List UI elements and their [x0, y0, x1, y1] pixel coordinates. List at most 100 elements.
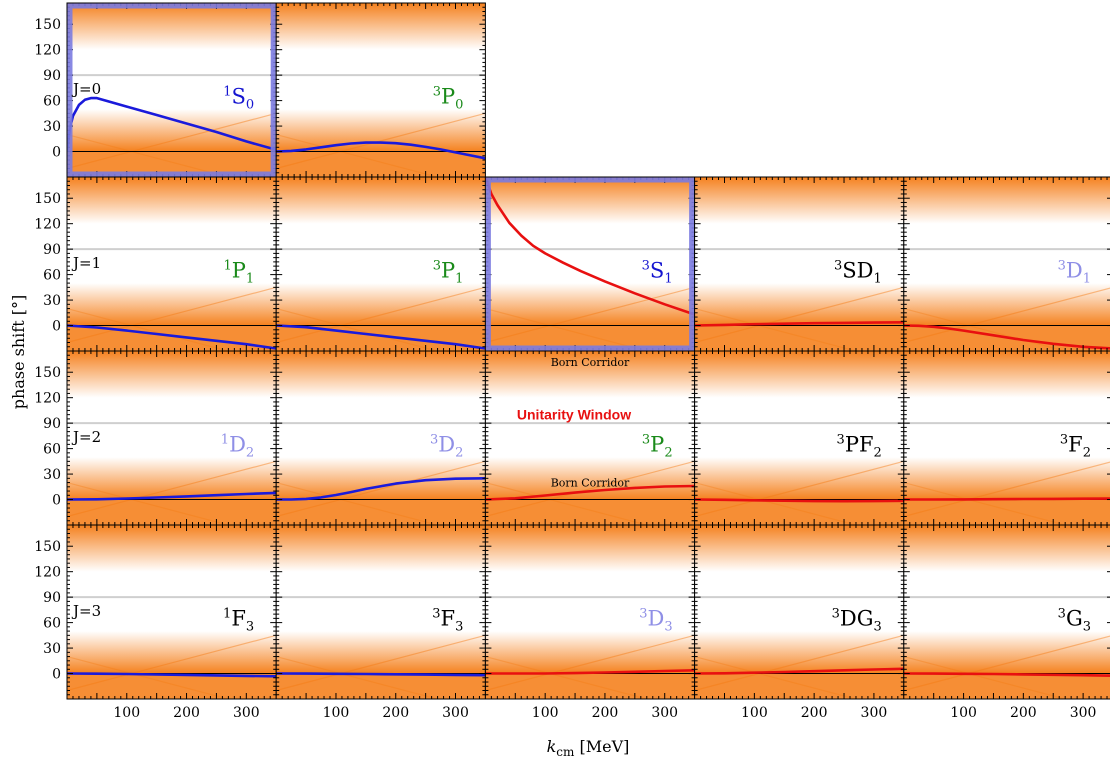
wave-label-main: P	[650, 433, 664, 457]
phase-curve	[276, 324, 486, 350]
y-tick-label: 60	[43, 616, 61, 632]
y-tick-label: 150	[34, 191, 61, 207]
wave-label-sup: 3	[433, 259, 441, 274]
y-tick-label: 0	[52, 319, 61, 335]
panel-1D2: 1D2 J=2	[66, 350, 277, 526]
phase-curve	[694, 321, 904, 327]
wave-label-main: P	[441, 85, 455, 109]
band-streak	[903, 461, 1110, 518]
panel-content	[67, 3, 277, 177]
band-streak	[485, 481, 649, 525]
wave-label-main: SD	[842, 259, 873, 283]
j-label: J=1	[71, 254, 101, 272]
panel-ticks	[67, 177, 277, 351]
wave-label: 3P2	[642, 433, 673, 461]
panel-content	[694, 351, 904, 525]
wave-label: 3SD1	[834, 259, 882, 287]
panel-ticks	[276, 525, 486, 699]
y-tick-label: 60	[43, 442, 61, 458]
x-tick-label: 300	[651, 705, 678, 721]
wave-label-sup: 3	[832, 607, 840, 622]
x-tick-label: 200	[382, 705, 409, 721]
wave-label-sup: 3	[432, 607, 440, 622]
wave-label-sup: 3	[1060, 433, 1068, 448]
panel-content	[276, 351, 486, 525]
upper-band	[276, 3, 486, 50]
panel-3P0: 3P0	[275, 2, 486, 178]
panel-3F3: 3F3	[275, 524, 486, 700]
wave-label: 1F3	[223, 607, 254, 635]
phase-curve	[485, 484, 695, 501]
wave-label-main: F	[1068, 433, 1083, 457]
phase-curve	[903, 324, 1110, 350]
y-tick-label: 30	[43, 467, 61, 483]
wave-label-main: F	[231, 607, 246, 631]
wave-label-sup: 3	[642, 259, 650, 274]
wave-label-main: P	[232, 259, 246, 283]
lower-band-fill	[903, 673, 1110, 699]
band-streak	[276, 634, 486, 692]
annotations-layer: Born Corridor Unitarity Window Born Corrid…	[517, 356, 631, 490]
panel-3F2: 3F2	[903, 350, 1110, 526]
wave-label: 3PF2	[837, 433, 882, 461]
x-tick-label: 200	[173, 705, 200, 721]
wave-label-sub: 3	[874, 620, 882, 635]
x-axis-title-sub: cm	[556, 745, 575, 759]
lower-band-fill	[67, 325, 277, 351]
panel-1F3: 1F3 J=3	[66, 524, 277, 700]
lower-band-fill	[276, 325, 486, 351]
panel-ticks	[903, 351, 1110, 525]
y-tick-label: 90	[43, 68, 61, 84]
wave-label-sup: 3	[430, 433, 438, 448]
wave-label-sup: 3	[642, 433, 650, 448]
panel-content	[694, 177, 904, 351]
born-corridor-bottom-label: Born Corridor	[551, 477, 630, 490]
highlight-frame	[67, 3, 276, 177]
wave-label: 3DG3	[832, 607, 882, 635]
band-streak	[67, 655, 231, 699]
panel-3S1: 3S1	[484, 176, 696, 352]
lower-band	[276, 283, 486, 326]
wave-label-main: P	[441, 259, 455, 283]
upper-band	[694, 525, 904, 572]
wave-label: 3S1	[642, 259, 673, 287]
highlight-frame	[485, 177, 695, 351]
y-tick-label: 120	[34, 43, 61, 59]
wave-label-sup: 1	[221, 433, 229, 448]
wave-label-main: S	[650, 259, 664, 283]
x-tick-label: 100	[950, 705, 977, 721]
born-corridor-top-label: Born Corridor	[551, 356, 630, 369]
phase-curve	[67, 324, 277, 350]
y-tick-label: 0	[52, 667, 61, 683]
wave-label-sub: 2	[246, 446, 254, 461]
band-streak	[67, 481, 231, 525]
panel-content	[67, 351, 277, 525]
wave-label-sub: 3	[246, 620, 254, 635]
x-tick-label: 200	[801, 705, 828, 721]
wave-label-sub: 1	[1083, 272, 1091, 287]
j-label: J=0	[71, 80, 101, 98]
j-label: J=3	[71, 602, 101, 620]
upper-band	[694, 177, 904, 224]
panel-content	[903, 525, 1110, 699]
wave-label-sub: 0	[455, 98, 463, 113]
wave-label-sup: 3	[639, 607, 647, 622]
panel-ticks	[903, 525, 1110, 699]
j-label: J=2	[71, 428, 101, 446]
y-tick-label: 30	[43, 119, 61, 135]
wave-label: 3P0	[433, 85, 464, 113]
lower-band	[694, 631, 904, 674]
lower-band-fill	[276, 673, 486, 699]
x-tick-label: 100	[741, 705, 768, 721]
y-tick-label: 60	[43, 94, 61, 110]
band-streak	[276, 481, 440, 525]
x-tick-label: 100	[532, 705, 559, 721]
panel-3P1: 3P1	[275, 176, 486, 352]
phase-curve	[67, 491, 277, 501]
wave-label-sup: 1	[223, 259, 231, 274]
wave-label: 1P1	[223, 259, 254, 287]
band-streak	[694, 655, 858, 699]
band-streak	[485, 634, 695, 692]
wave-label-sub: 2	[455, 446, 463, 461]
wave-label-sub: 1	[246, 272, 254, 287]
